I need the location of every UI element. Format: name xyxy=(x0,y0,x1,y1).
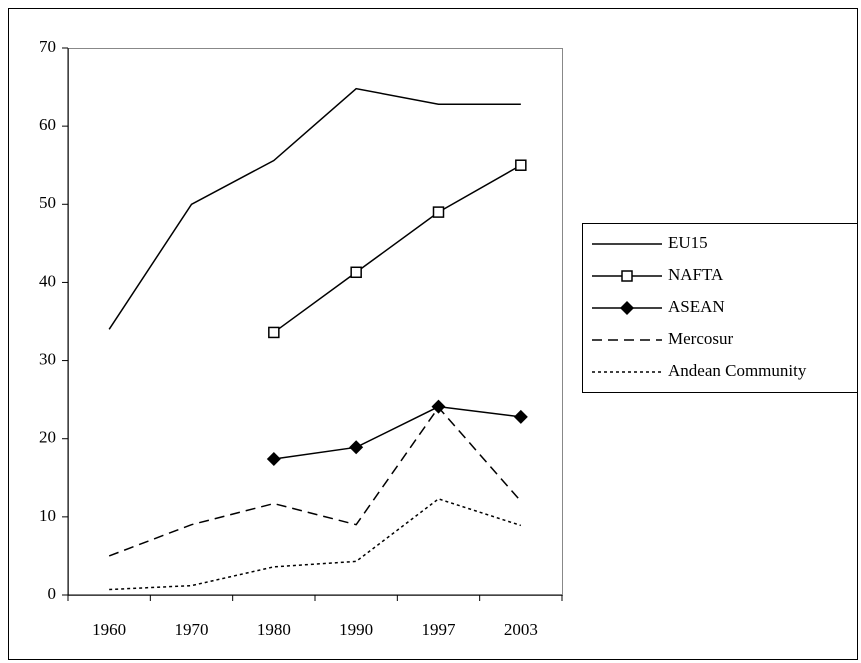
y-tick-label: 20 xyxy=(39,428,56,447)
data-point xyxy=(268,326,280,339)
data-point xyxy=(349,440,364,455)
series-line xyxy=(273,405,521,460)
y-tick-label: 70 xyxy=(39,37,56,56)
legend-label: NAFTA xyxy=(668,265,724,284)
series-line xyxy=(108,87,521,330)
legend-label: EU15 xyxy=(668,233,708,252)
legend-label: ASEAN xyxy=(668,297,725,316)
x-tick-label: 2003 xyxy=(504,620,538,639)
series-line xyxy=(273,164,522,334)
data-point xyxy=(515,159,527,171)
y-tick-label: 30 xyxy=(39,349,56,368)
x-tick-label: 1980 xyxy=(257,620,291,639)
data-point xyxy=(513,409,528,424)
y-tick-label: 10 xyxy=(39,506,56,525)
x-tick-label: 1970 xyxy=(175,620,209,639)
x-tick-label: 1960 xyxy=(92,620,126,639)
y-tick-label: 40 xyxy=(39,271,56,290)
x-tick-label: 1990 xyxy=(339,620,373,639)
legend-marker xyxy=(620,301,634,315)
legend-marker xyxy=(621,270,633,282)
data-point xyxy=(266,452,281,467)
data-point xyxy=(350,266,362,279)
legend-label: Mercosur xyxy=(668,329,733,348)
y-tick-label: 60 xyxy=(39,115,56,134)
data-point xyxy=(432,206,445,218)
legend-label: Andean Community xyxy=(668,361,807,380)
y-tick-label: 50 xyxy=(39,193,56,212)
x-tick-label: 1997 xyxy=(422,620,457,639)
series-line xyxy=(109,498,522,591)
y-tick-label: 0 xyxy=(48,584,57,603)
series-line xyxy=(108,406,522,557)
